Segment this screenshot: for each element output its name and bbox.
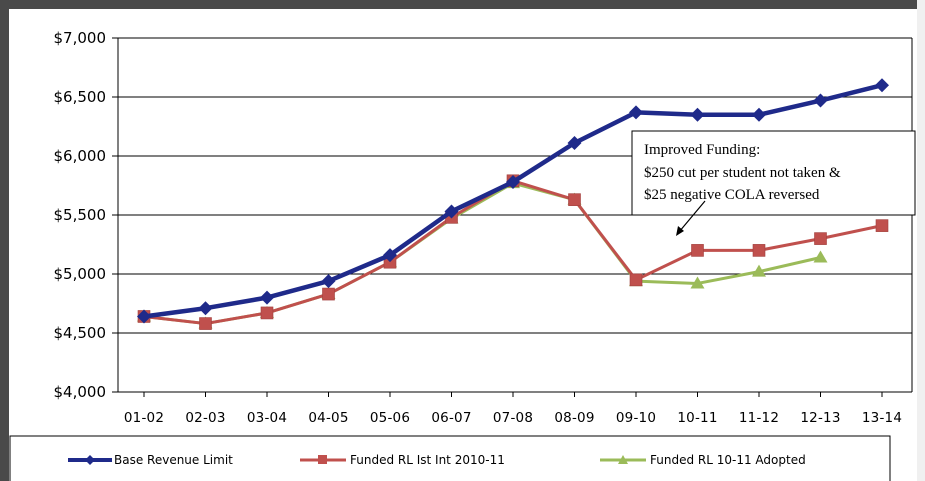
- data-point-funded: [814, 232, 827, 245]
- grid-lines: [112, 37, 913, 393]
- data-point-base: [260, 290, 274, 305]
- data-point-funded: [752, 244, 766, 257]
- data-point-funded: [568, 193, 581, 206]
- legend-box: [9, 435, 891, 481]
- x-tick-label: 01-02: [124, 410, 164, 426]
- y-tick-label: $7,000: [54, 29, 107, 47]
- x-tick-label: 03-04: [247, 410, 287, 426]
- data-point-base: [567, 136, 582, 151]
- x-tick-label: 10-11: [677, 410, 717, 426]
- x-axis-ticks: 01-02 02-03 03-04 04-05 05-06 06-07 07-08 08-09…: [124, 392, 902, 426]
- annotation-line-3: $25 negative COLA reversed: [644, 187, 820, 203]
- data-point-base: [875, 78, 889, 93]
- x-tick-label: 04-05: [308, 410, 348, 426]
- data-point-funded: [322, 287, 335, 301]
- frame-top-bar: [0, 0, 925, 9]
- data-point-base: [198, 301, 213, 316]
- x-tick-label: 12-13: [800, 410, 840, 426]
- annotation: Improved Funding: $250 cut per student n…: [631, 130, 916, 236]
- data-point-funded: [875, 219, 889, 232]
- annotation-arrow-head: [676, 226, 684, 236]
- y-tick-label: $6,000: [54, 147, 107, 165]
- legend-marker-diamond: [85, 455, 95, 465]
- annotation-line-2: $250 cut per student not taken &: [644, 165, 841, 181]
- x-tick-label: 05-06: [370, 410, 410, 426]
- data-point-base: [444, 204, 459, 219]
- data-point-base: [813, 93, 828, 108]
- annotation-box: [631, 130, 916, 216]
- data-point-funded: [629, 273, 643, 287]
- y-tick-label: $5,000: [54, 265, 107, 283]
- y-tick-label: $5,500: [54, 206, 107, 224]
- data-point-adopted: [752, 264, 766, 277]
- x-tick-label: 07-08: [493, 410, 533, 426]
- frame-right-shade: [917, 0, 925, 481]
- data-point-adopted: [690, 276, 705, 289]
- x-tick-label: 11-12: [739, 410, 779, 426]
- x-tick-label: 06-07: [431, 410, 471, 426]
- data-point-funded: [199, 317, 212, 330]
- legend-item-base: Base Revenue Limit: [68, 453, 233, 467]
- legend-item-funded-ist: Funded RL Ist Int 2010-11: [300, 453, 505, 467]
- y-tick-label: $4,000: [54, 383, 107, 401]
- legend-item-adopted: Funded RL 10-11 Adopted: [600, 453, 806, 467]
- x-tick-label: 13-14: [862, 410, 902, 426]
- data-point-base: [690, 107, 705, 122]
- x-tick-label: 02-03: [185, 410, 225, 426]
- data-point-base: [383, 248, 397, 263]
- data-point-base: [629, 105, 643, 120]
- legend-marker-triangle: [618, 455, 628, 464]
- data-point-funded: [691, 244, 704, 257]
- y-tick-label: $4,500: [54, 324, 107, 342]
- legend-label-base: Base Revenue Limit: [114, 453, 233, 467]
- y-tick-label: $6,500: [54, 88, 107, 106]
- series-group: [137, 78, 889, 330]
- data-point-base: [506, 174, 520, 189]
- data-point-base: [752, 107, 766, 122]
- legend-label-adopted: Funded RL 10-11 Adopted: [650, 453, 806, 467]
- data-point-base: [321, 274, 336, 289]
- x-tick-label: 08-09: [554, 410, 594, 426]
- frame-left-bar: [0, 0, 9, 481]
- data-point-funded: [260, 306, 274, 320]
- data-point-adopted: [813, 250, 828, 263]
- y-axis-ticks: $7,000 $6,500 $6,000 $5,500 $5,000 $4,500 $4,0…: [54, 29, 107, 401]
- legend: Base Revenue Limit Funded RL Ist Int 201…: [9, 435, 891, 481]
- legend-marker-square: [318, 455, 327, 464]
- data-point-base: [137, 309, 151, 324]
- annotation-line-1: Improved Funding:: [644, 142, 760, 158]
- legend-label-funded-ist: Funded RL Ist Int 2010-11: [350, 453, 505, 467]
- annotation-arrow-line: [678, 200, 706, 233]
- x-tick-label: 09-10: [616, 410, 656, 426]
